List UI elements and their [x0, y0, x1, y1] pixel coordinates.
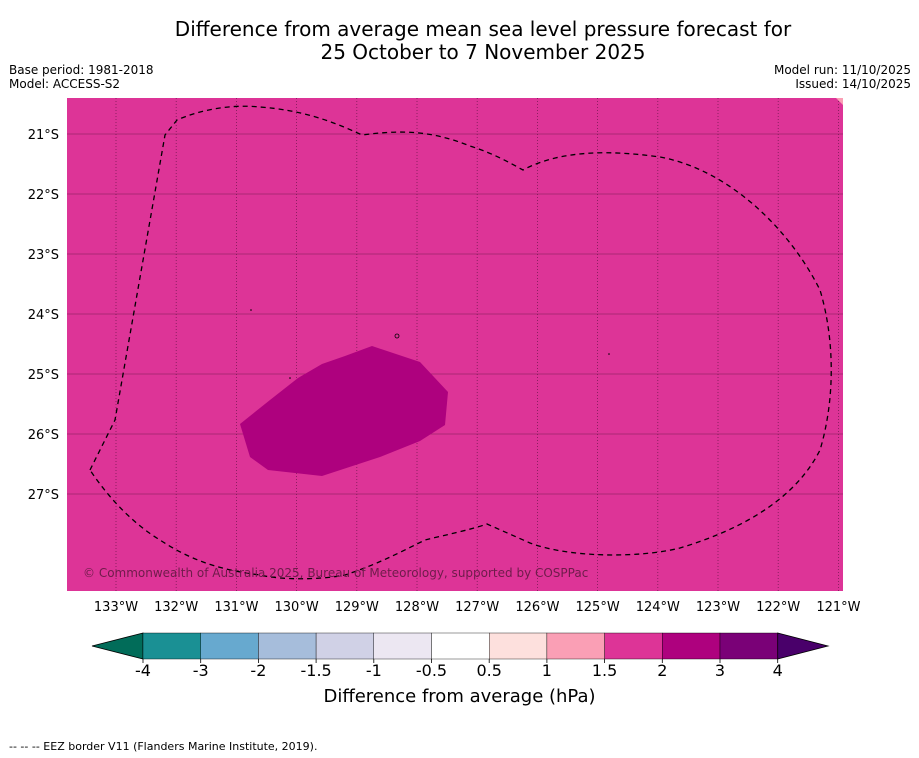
longitude-labels: 133°W 132°W 131°W 130°W 129°W 128°W 127°W 126°W…: [94, 600, 861, 615]
island-marker: [394, 333, 400, 339]
longitude-label: 124°W: [636, 600, 680, 615]
anomaly-region-2-3hpa: [240, 346, 448, 476]
colorbar-swatch: [662, 632, 721, 660]
latitude-label: 23°S: [28, 248, 59, 263]
colorbar-tick-label: 1: [542, 661, 552, 680]
colorbar-tick-label: -2: [250, 661, 266, 680]
colorbar-swatch: [431, 632, 490, 660]
colorbar-tick-label: -4: [135, 661, 151, 680]
colorbar-tick-label: -0.5: [416, 661, 447, 680]
title-line-2: 25 October to 7 November 2025: [320, 40, 646, 64]
colorbar-swatch: [604, 632, 663, 660]
colorbar-tick-label: -3: [193, 661, 209, 680]
colorbar: -4 -3 -2 -1.5 -1 -0.5 0.5 1 1.5 2 3 4: [91, 632, 830, 680]
colorbar-tick-label: -1.5: [300, 661, 331, 680]
longitude-label: 127°W: [455, 600, 499, 615]
colorbar-swatch: [315, 632, 375, 660]
longitude-label: 125°W: [576, 600, 620, 615]
gridlines: [67, 98, 843, 591]
colorbar-tick-label: 2: [657, 661, 667, 680]
longitude-label: 130°W: [275, 600, 319, 615]
map-figure: © Commonwealth of Australia 2025, Bureau…: [28, 98, 861, 680]
latitude-label: 22°S: [28, 188, 59, 203]
title-line-1: Difference from average mean sea level p…: [174, 17, 792, 41]
longitude-label: 128°W: [395, 600, 439, 615]
longitude-label: 123°W: [696, 600, 740, 615]
colorbar-swatch: [258, 632, 317, 660]
longitude-label: 121°W: [816, 600, 860, 615]
longitude-label: 126°W: [515, 600, 559, 615]
longitude-label: 133°W: [94, 600, 138, 615]
map-background: [67, 98, 843, 591]
latitude-labels: 21°S 22°S 23°S 24°S 25°S 26°S 27°S: [28, 128, 59, 503]
island-marker: [608, 353, 610, 355]
model-name: Model: ACCESS-S2: [9, 77, 121, 91]
longitude-label: 132°W: [154, 600, 198, 615]
meta-right: Model run: 11/10/2025 Issued: 14/10/2025: [774, 63, 911, 91]
latitude-label: 24°S: [28, 308, 59, 323]
longitude-label: 129°W: [335, 600, 379, 615]
longitude-label: 131°W: [214, 600, 258, 615]
colorbar-tick-label: 1.5: [592, 661, 617, 680]
base-period: Base period: 1981-2018: [9, 63, 154, 77]
colorbar-swatch: [489, 632, 548, 660]
meta-left: Base period: 1981-2018 Model: ACCESS-S2: [9, 63, 154, 91]
colorbar-tick-label: -1: [366, 661, 382, 680]
latitude-label: 26°S: [28, 428, 59, 443]
chart-title: Difference from average mean sea level p…: [0, 18, 919, 64]
colorbar-swatch: [719, 632, 778, 660]
eez-legend: -- -- -- EEZ border V11 (Flanders Marine…: [9, 740, 318, 753]
copyright-text: © Commonwealth of Australia 2025, Bureau…: [83, 566, 588, 580]
corner-patch: [836, 98, 843, 105]
longitude-label: 122°W: [756, 600, 800, 615]
issued-date: Issued: 14/10/2025: [795, 77, 911, 91]
colorbar-swatch: [546, 632, 605, 660]
colorbar-tick-label: 4: [773, 661, 783, 680]
colorbar-tick-label: 3: [715, 661, 725, 680]
colorbar-swatch: [373, 632, 432, 660]
colorbar-title: Difference from average (hPa): [323, 686, 596, 707]
eez-border: [89, 105, 832, 580]
latitude-label: 21°S: [28, 128, 59, 143]
colorbar-tick-label: 0.5: [476, 661, 501, 680]
model-run: Model run: 11/10/2025: [773, 63, 911, 77]
colorbar-swatch: [142, 632, 201, 660]
colorbar-over-arrow: [777, 632, 830, 660]
island-marker: [289, 377, 291, 379]
latitude-label: 25°S: [28, 368, 59, 383]
colorbar-under-arrow: [91, 632, 144, 660]
colorbar-swatch: [200, 632, 259, 660]
island-marker: [250, 309, 252, 311]
latitude-label: 27°S: [28, 488, 59, 503]
